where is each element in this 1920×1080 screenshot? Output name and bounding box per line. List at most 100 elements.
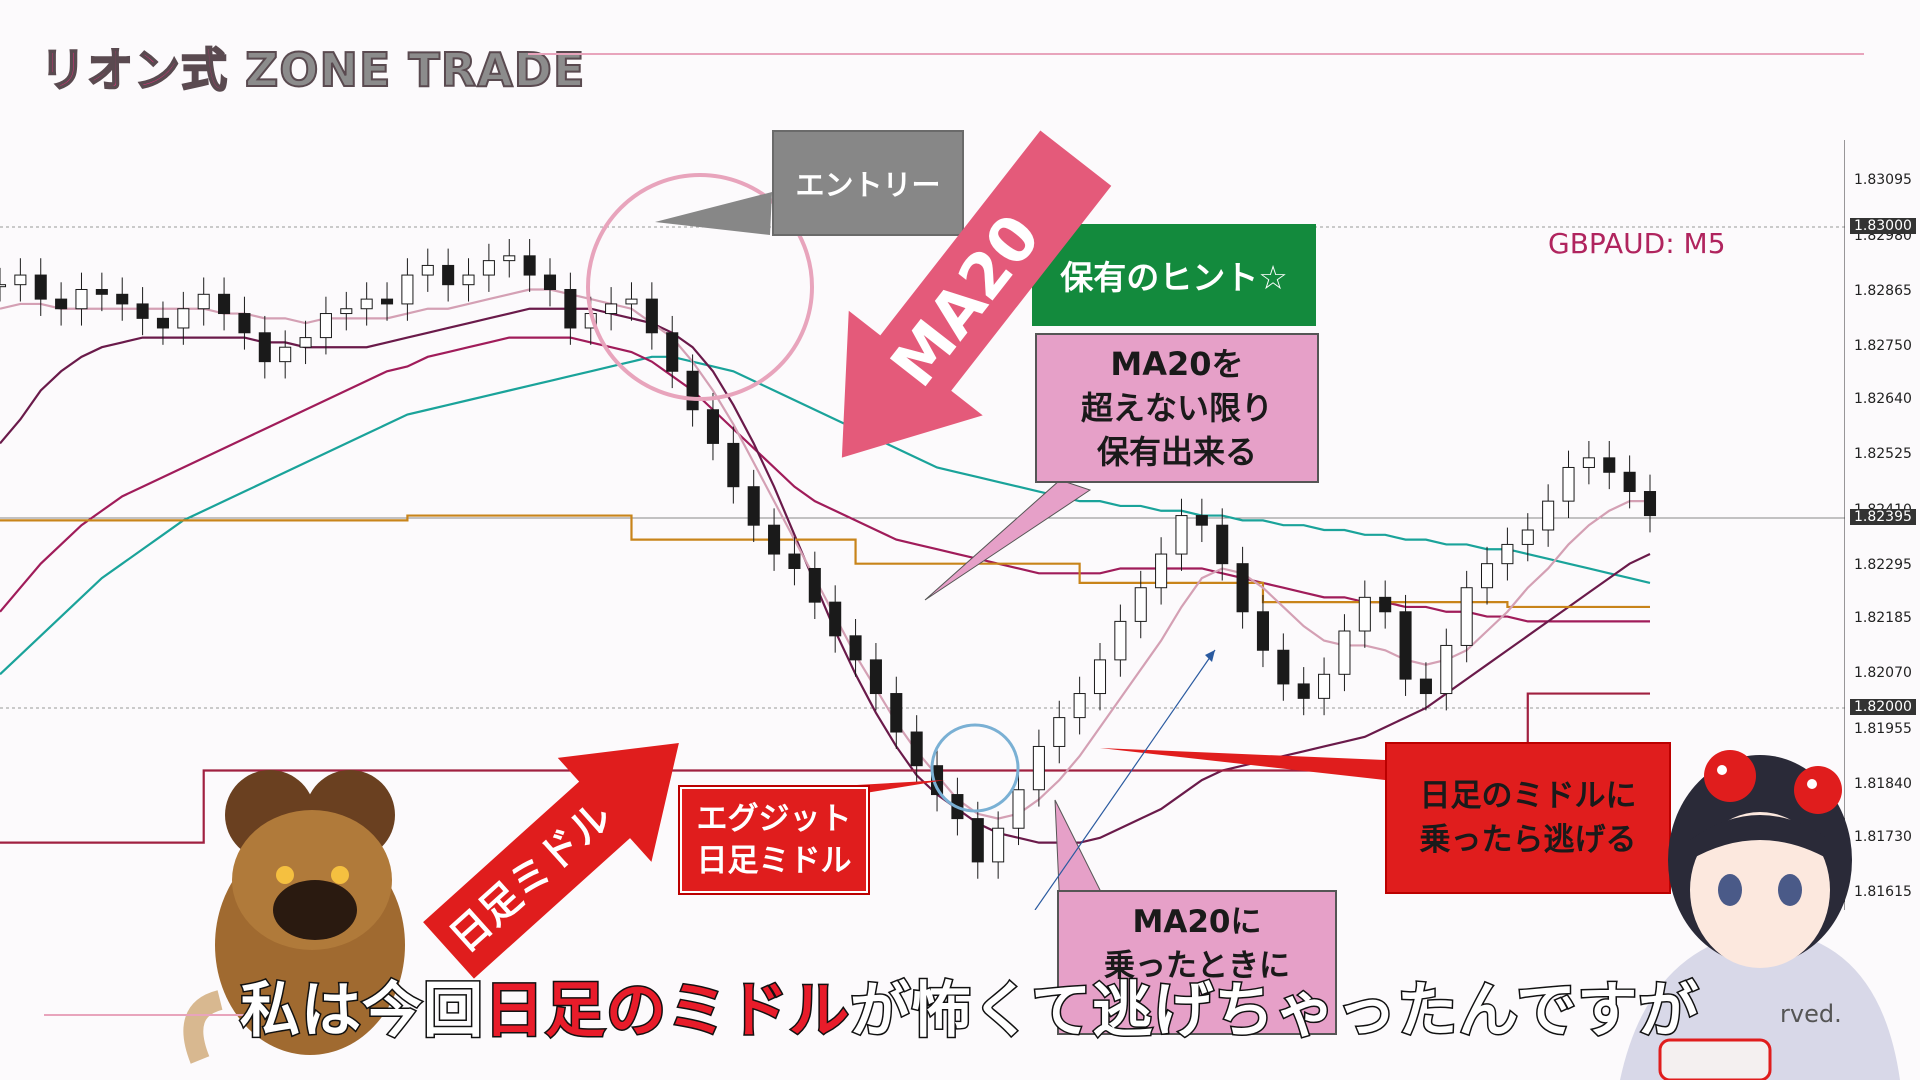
callout-hold-rule: MA20を 超えない限り 保有出来る [1035, 333, 1319, 483]
candle-body [197, 293, 210, 310]
price-axis-label: 1.82295 [1854, 557, 1912, 574]
candle-body [1012, 789, 1025, 829]
candle-body [462, 274, 475, 286]
price-axis-label: 1.81955 [1854, 720, 1912, 737]
candle-body [768, 524, 781, 555]
candle-body [1277, 649, 1290, 685]
price-axis-label: 1.81840 [1854, 775, 1912, 792]
candle-body [482, 260, 495, 276]
ma-purple-line [0, 307, 1651, 844]
footer-rule [44, 1014, 244, 1016]
candle-body [992, 827, 1005, 863]
price-axis-label: 1.82525 [1854, 446, 1912, 463]
flee-pointer [1100, 748, 1385, 780]
candle-body [605, 303, 618, 315]
price-axis-label: 1.82185 [1854, 609, 1912, 626]
candle-body [1481, 563, 1494, 589]
subtitle-pre: 私は今回 [239, 975, 485, 1048]
candle-body [1195, 515, 1208, 526]
candle-body [75, 288, 88, 310]
candle-body [1562, 466, 1575, 502]
candle-body [625, 298, 638, 305]
candle-body [1501, 543, 1514, 565]
candle-body [1643, 491, 1657, 517]
candle-body [1114, 620, 1127, 661]
candle-body [1073, 693, 1086, 719]
chart-grid [0, 226, 1845, 709]
trend-arrow-head [1205, 650, 1215, 662]
candle-body [1582, 457, 1595, 468]
price-axis-labels: 1.83095 1.82980 1.82865 1.82750 1.82640 1.825… [1850, 140, 1920, 910]
hold-pointer [924, 479, 1092, 601]
price-tag: 1.82000 [1850, 698, 1916, 715]
candle-body [1460, 587, 1473, 646]
candle-body [1256, 611, 1269, 651]
candle-body [666, 332, 679, 372]
candle-body [1379, 596, 1392, 613]
candle-body [1358, 596, 1371, 632]
candle-body [1155, 553, 1168, 589]
candle-body [1542, 500, 1555, 531]
callout-flee-rule: 日足のミドルに 乗ったら逃げる [1385, 742, 1671, 894]
symbol-timeframe-label: GBPAUD: M5 [1548, 227, 1726, 260]
candle-body [1297, 683, 1310, 699]
header-rule [528, 53, 1864, 55]
candle-body [727, 442, 740, 488]
candle-body [218, 293, 231, 315]
candle-body [14, 274, 27, 286]
candle-body [299, 337, 312, 348]
candle-body [258, 332, 271, 363]
price-axis-label: 1.81730 [1854, 828, 1912, 845]
price-axis-label: 1.81615 [1854, 884, 1912, 901]
ma20-line [0, 288, 1650, 820]
exit-circle [930, 723, 1020, 813]
candle-body [136, 303, 149, 319]
candle-body [1032, 745, 1045, 791]
brand-logo: リオン式 ZONE TRADE [39, 34, 585, 100]
candle-body [564, 288, 577, 329]
chart-candles [0, 238, 1657, 879]
candle-body [1093, 659, 1107, 695]
candle-body [55, 298, 68, 310]
candle-body [1419, 678, 1432, 695]
candle-body [1134, 587, 1147, 622]
candle-body [279, 346, 292, 363]
candle-body [340, 308, 353, 315]
candle-body [931, 765, 944, 796]
candle-body [829, 601, 842, 637]
candle-body [686, 370, 699, 411]
candle-body [645, 298, 658, 334]
subtitle-caption: 私は今回日足のミドルが怖くて逃げちゃったんですが [239, 962, 1700, 1049]
entry-circle [586, 173, 814, 401]
candle-body [95, 288, 108, 295]
candle-body [503, 255, 516, 262]
candle-body [910, 731, 923, 767]
candle-body [238, 313, 251, 334]
ma-teal-line [0, 355, 1651, 676]
price-tag: 1.82395 [1850, 508, 1916, 525]
price-axis-label: 1.82070 [1854, 665, 1912, 682]
candle-body [1216, 524, 1229, 565]
candle-body [1521, 529, 1534, 545]
candle-body [1236, 563, 1249, 613]
candle-body [401, 274, 414, 305]
candle-body [808, 567, 821, 603]
callout-exit: エグジット 日足ミドル [680, 787, 868, 893]
callout-rode-ma20: MA20に 乗ったときに [1057, 890, 1337, 1035]
candle-body [34, 274, 47, 300]
gold-step-line [0, 514, 1650, 609]
candle-body [1440, 644, 1453, 695]
callout-entry: エントリー [772, 130, 964, 236]
price-axis-label: 1.82640 [1854, 391, 1912, 408]
candle-body [156, 317, 169, 329]
candle-body [1338, 630, 1351, 675]
entry-pointer [655, 192, 772, 235]
price-axis-label: 1.83095 [1854, 172, 1912, 189]
candle-body [116, 293, 129, 305]
subtitle-post: が怖くて逃げちゃったんですが [848, 975, 1700, 1048]
candle-body [869, 659, 882, 695]
candle-body [177, 308, 190, 329]
candle-body [360, 298, 373, 310]
candle-body [0, 284, 7, 288]
